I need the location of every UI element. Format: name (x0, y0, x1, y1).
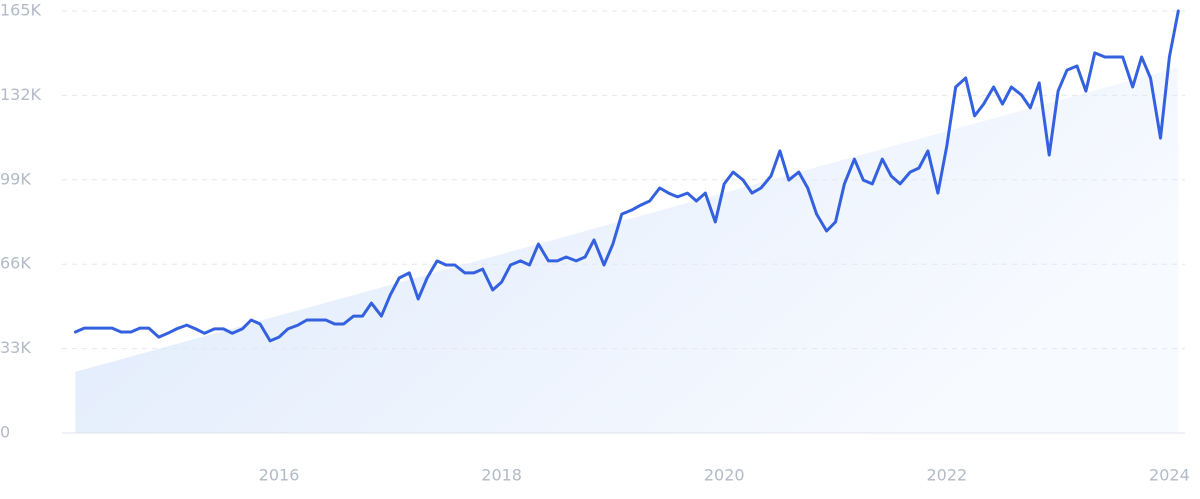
x-tick-label: 2018 (481, 466, 522, 485)
y-tick-label: 165K (0, 1, 42, 20)
x-tick-label: 2022 (926, 466, 967, 485)
y-tick-label: 33K (0, 338, 31, 357)
y-tick-label: 99K (0, 169, 31, 188)
x-tick-label: 2016 (259, 466, 300, 485)
x-tick-label: 2020 (704, 466, 745, 485)
trend-area (75, 67, 1179, 434)
data-line (73, 9, 1180, 343)
x-tick-label: 2024 (1149, 466, 1190, 485)
y-tick-label: 132K (0, 85, 42, 104)
y-tick-label: 66K (0, 254, 31, 273)
y-tick-label: 0 (0, 423, 10, 442)
